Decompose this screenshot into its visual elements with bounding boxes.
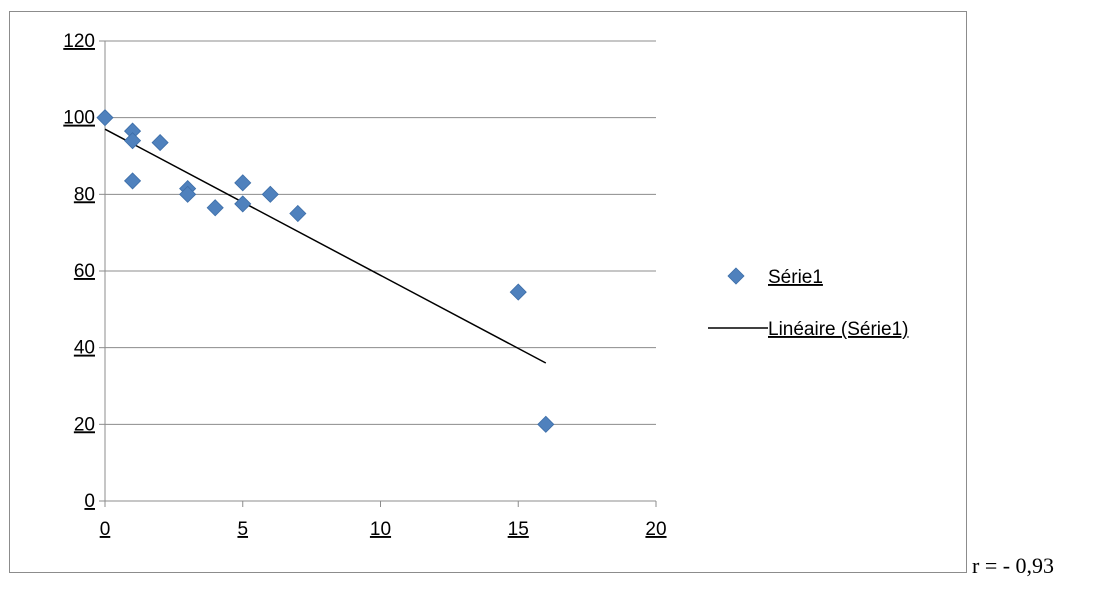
trendline — [104, 128, 547, 364]
chart-frame: 0 20 40 60 80 100 120 0 5 10 15 20 Série1 Linéaire (S… — [9, 11, 967, 573]
y-tick-label: 60 — [74, 261, 95, 282]
data-point — [289, 204, 307, 223]
data-point — [151, 134, 169, 152]
y-tick-label: 40 — [74, 338, 95, 359]
y-tick-label: 100 — [63, 108, 95, 129]
x-tick-label: 5 — [237, 519, 248, 540]
legend-label-trendline: Linéaire (Série1) — [768, 319, 908, 340]
data-point — [537, 415, 555, 433]
scatter-chart: 0 20 40 60 80 100 120 0 5 10 15 20 Série1 Linéaire (S… — [63, 31, 908, 540]
x-tick-label: 0 — [100, 519, 111, 540]
data-point — [179, 185, 197, 203]
data-point — [509, 283, 527, 301]
data-point — [206, 199, 224, 217]
x-tick-label: 15 — [508, 519, 529, 540]
y-tick-label: 80 — [74, 184, 95, 205]
legend-marker-series1 — [727, 267, 745, 285]
y-tick-label: 20 — [74, 414, 95, 435]
data-point — [234, 174, 252, 192]
data-point — [261, 185, 279, 203]
data-point — [123, 172, 142, 190]
y-tick-label: 120 — [63, 31, 95, 52]
data-point — [96, 109, 114, 127]
data-point — [123, 132, 142, 150]
x-tick-label: 20 — [645, 519, 666, 540]
x-tick-label: 10 — [370, 519, 391, 540]
y-tick-label: 0 — [84, 491, 95, 512]
correlation-annotation: r = - 0,93 — [972, 553, 1055, 578]
legend-label-series1: Série1 — [768, 267, 823, 288]
data-point — [234, 195, 252, 213]
